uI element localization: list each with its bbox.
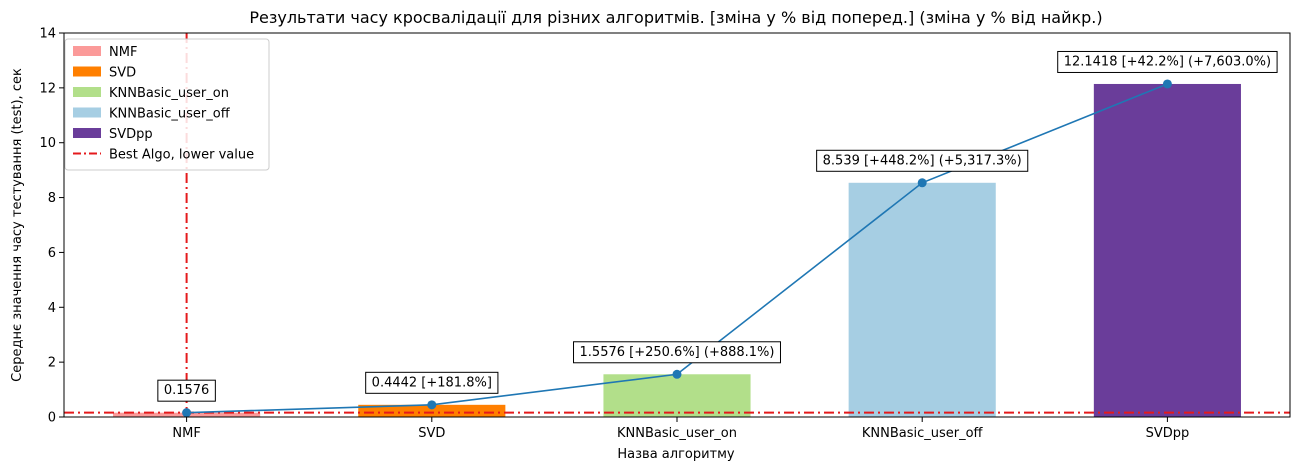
x-tick-label: SVDpp [1146, 426, 1190, 441]
data-label-box [573, 341, 781, 364]
line-point-knnbasic_user_off [917, 178, 927, 188]
y-tick-label: 10 [39, 136, 56, 151]
data-label-text: 0.1576 [164, 383, 210, 398]
y-tick-label: 2 [48, 356, 56, 371]
data-label-box [365, 371, 499, 394]
legend-swatch-svdpp [73, 128, 101, 138]
data-label-text: 12.1418 [+42.2%] (+7,603.0%) [1064, 54, 1271, 69]
data-label-svdpp: 12.1418 [+42.2%] (+7,603.0%) [1057, 50, 1278, 73]
bar-knnbasic_user_on [603, 374, 751, 417]
data-label-box [1057, 50, 1278, 73]
legend-label: KNNBasic_user_on [109, 86, 229, 101]
line-point-svd [427, 400, 437, 410]
legend-label: Best Algo, lower value [109, 148, 254, 163]
line-point-knnbasic_user_on [672, 369, 682, 379]
legend: NMF SVD KNNBasic_user_on KNNBasic_user_off S… [64, 38, 270, 171]
legend-label: SVDpp [109, 127, 153, 142]
series-line [186, 83, 1168, 414]
data-label-box [816, 149, 1029, 172]
data-label-box [157, 379, 216, 402]
x-tick-label: SVD [418, 426, 445, 441]
y-axis-label: Середнє значення часу тестування (test),… [10, 68, 25, 382]
data-label-knnbasic_user_on: 1.5576 [+250.6%] (+888.1%) [573, 341, 781, 364]
bar-knnbasic_user_off [848, 182, 996, 417]
x-tick-label: NMF [172, 426, 200, 441]
y-tick-label: 14 [39, 27, 56, 42]
data-label-text: 0.4442 [+181.8%] [372, 375, 492, 390]
legend-label: NMF [109, 45, 137, 60]
bar-svdpp [1093, 83, 1241, 417]
y-tick-label: 12 [39, 81, 56, 96]
y-tick-label: 0 [48, 411, 56, 426]
y-tick-label: 8 [48, 191, 56, 206]
data-label-knnbasic_user_off: 8.539 [+448.2%] (+5,317.3%) [816, 149, 1029, 172]
legend-swatch-nmf [73, 46, 101, 56]
bar-svd [358, 404, 506, 417]
plot-area: 0.1576 0.4442 [+181.8%] 1.5576 [+250.6%] (… [39, 27, 1291, 441]
chart-title: Результати часу кросвалідації для різних… [249, 8, 1102, 27]
x-tick-label: KNNBasic_user_off [862, 426, 984, 441]
x-axis-label: Назва алгоритму [617, 447, 735, 462]
line-point-svdpp [1162, 79, 1172, 89]
data-label-nmf: 0.1576 [157, 379, 216, 402]
legend-swatch-knnbasic_user_on [73, 87, 101, 97]
data-label-text: 8.539 [+448.2%] (+5,317.3%) [823, 153, 1022, 168]
legend-swatch-svd [73, 66, 101, 77]
line-point-nmf [182, 408, 192, 418]
legend-box [64, 38, 270, 171]
x-tick-label: KNNBasic_user_on [617, 426, 737, 441]
legend-label: KNNBasic_user_off [109, 107, 231, 122]
data-label-svd: 0.4442 [+181.8%] [365, 371, 499, 394]
legend-swatch-knnbasic_user_off [73, 107, 101, 118]
y-tick-label: 6 [48, 246, 56, 261]
data-label-text: 1.5576 [+250.6%] (+888.1%) [580, 345, 775, 360]
legend-label: SVD [109, 66, 136, 81]
y-tick-label: 4 [48, 301, 56, 316]
